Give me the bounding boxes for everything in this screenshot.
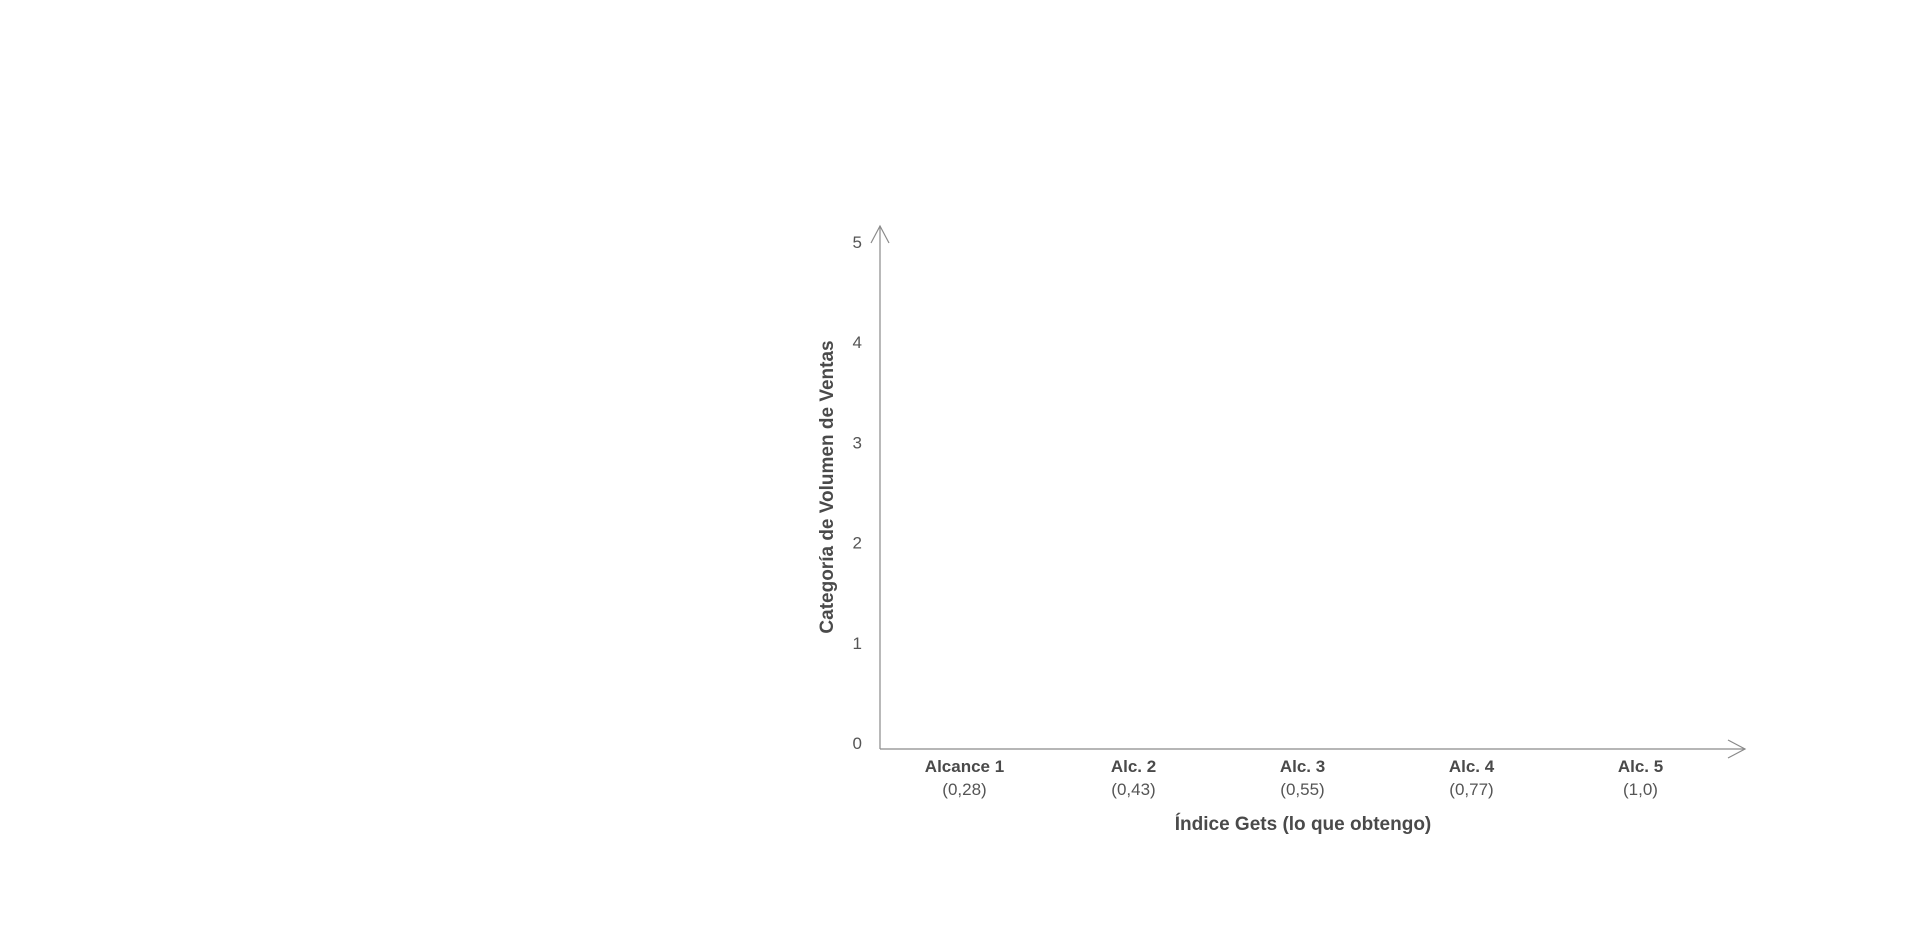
x-tick-value-label: (1,0) xyxy=(1623,780,1658,799)
x-axis: Alcance 1 (0,28) Alc. 2 (0,43) Alc. 3 (0,55) A… xyxy=(880,740,1745,799)
x-tick-label: Alc. 2 xyxy=(1111,757,1156,776)
x-tick-label: Alc. 5 xyxy=(1618,757,1663,776)
y-axis: 0 1 2 3 4 5 xyxy=(853,226,889,753)
x-tick-label: Alc. 4 xyxy=(1449,757,1495,776)
y-axis-title: Categoría de Volumen de Ventas xyxy=(817,340,838,633)
y-tick-label: 1 xyxy=(853,634,862,653)
x-tick-label: Alcance 1 xyxy=(925,757,1004,776)
y-tick-label: 3 xyxy=(853,433,862,452)
x-tick-value-label: (0,77) xyxy=(1449,780,1493,799)
x-tick-value-label: (0,28) xyxy=(942,780,986,799)
y-tick-label: 4 xyxy=(853,333,862,352)
y-tick-labels: 0 1 2 3 4 5 xyxy=(853,233,862,753)
x-tick-label: Alc. 3 xyxy=(1280,757,1325,776)
x-axis-title: Índice Gets (lo que obtengo) xyxy=(1175,813,1432,835)
x-tick-value-label: (0,43) xyxy=(1111,780,1155,799)
y-tick-label: 0 xyxy=(853,734,862,753)
y-tick-label: 5 xyxy=(853,233,862,252)
x-tick-labels: Alcance 1 (0,28) Alc. 2 (0,43) Alc. 3 (0,55) A… xyxy=(925,757,1663,799)
x-tick-value-label: (0,55) xyxy=(1280,780,1324,799)
y-tick-label: 2 xyxy=(853,534,862,553)
